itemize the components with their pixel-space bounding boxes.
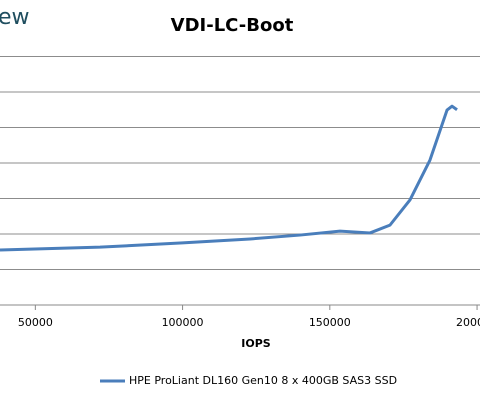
chart-title: VDI-LC-Boot xyxy=(171,15,294,36)
x-tick-label: 200000 xyxy=(456,316,480,329)
legend-label: HPE ProLiant DL160 Gen10 8 x 400GB SAS3 … xyxy=(129,374,397,387)
x-tick-label: 150000 xyxy=(309,316,351,329)
x-tick-label: 50000 xyxy=(18,316,53,329)
logo: ew xyxy=(0,5,30,30)
x-tick-label: 100000 xyxy=(162,316,204,329)
data-line xyxy=(0,104,458,252)
x-axis-label: IOPS xyxy=(241,337,271,350)
